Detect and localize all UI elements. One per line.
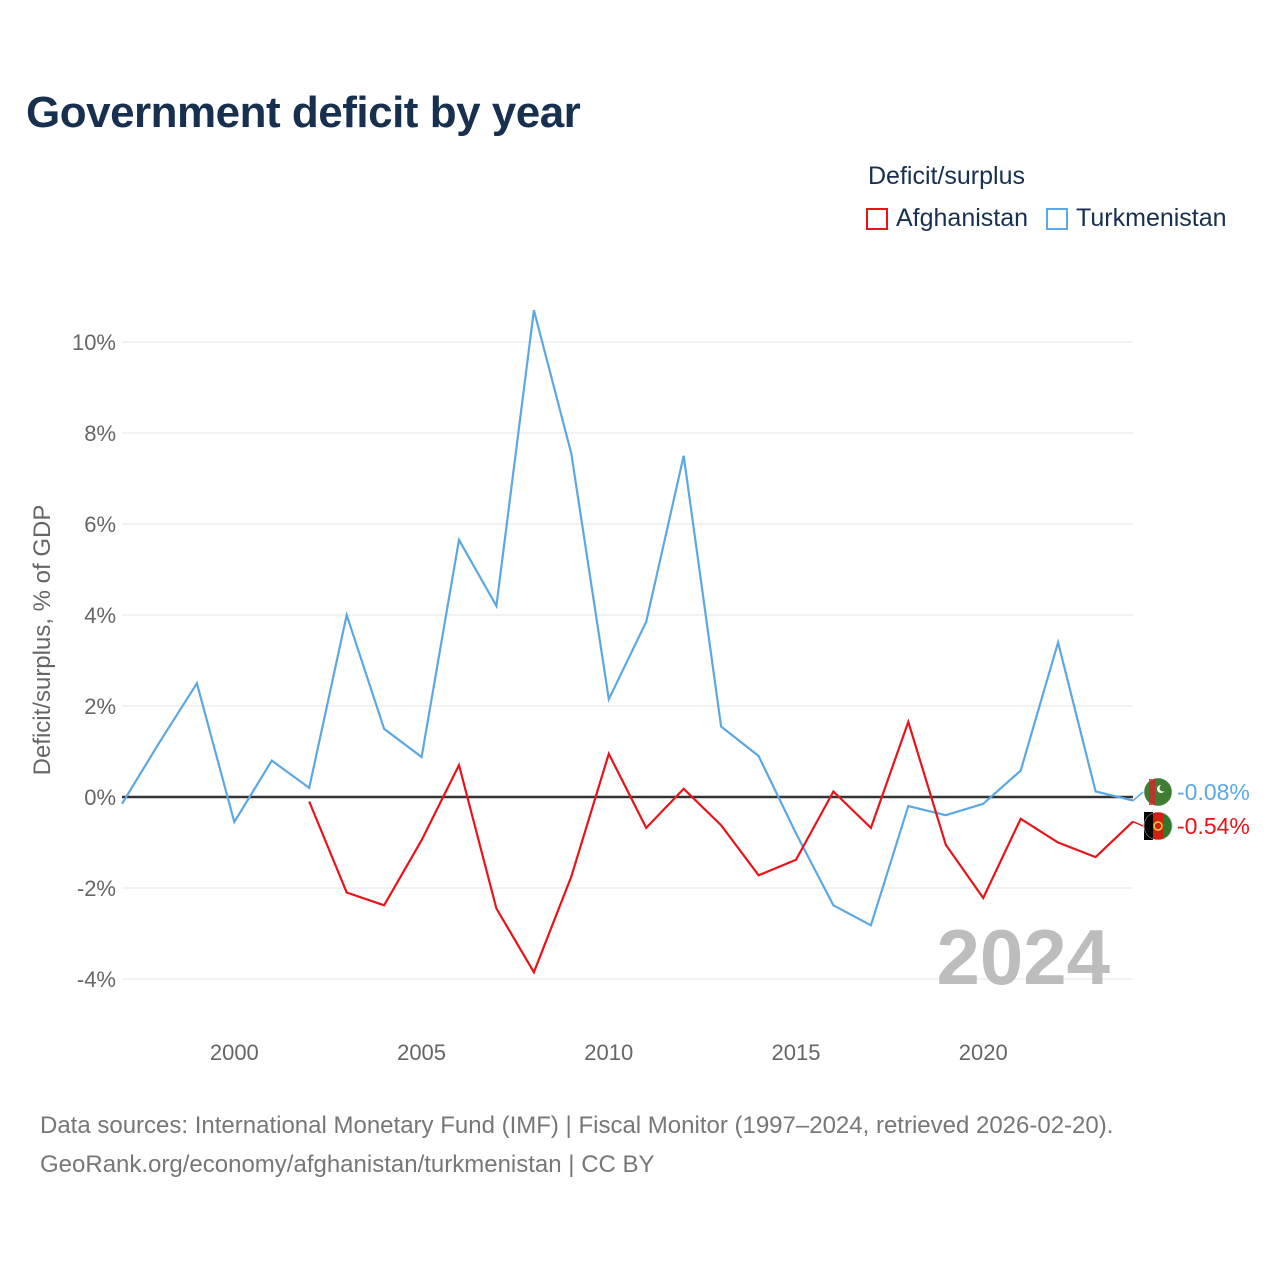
- end-value-label-afghanistan: -0.54%: [1177, 813, 1250, 839]
- x-tick-label: 2010: [584, 1040, 633, 1065]
- end-markers: -0.08% -0.54%: [1132, 777, 1250, 841]
- y-tick-label: 6%: [84, 512, 116, 537]
- series-line-turkmenistan: [121, 309, 1134, 927]
- y-tick-labels: -4% -2% 0% 2% 4% 6% 8% 10%: [72, 330, 116, 992]
- x-tick-label: 2015: [772, 1040, 821, 1065]
- footer-sources: Data sources: International Monetary Fun…: [40, 1112, 1114, 1139]
- end-connector: [1132, 820, 1144, 827]
- y-tick-label: 10%: [72, 330, 116, 355]
- y-axis-label: Deficit/surplus, % of GDP: [29, 505, 56, 776]
- legend-label-turkmenistan: Turkmenistan: [1076, 204, 1227, 232]
- legend: Afghanistan Turkmenistan: [866, 204, 1245, 233]
- x-tick-labels: 2000 2005 2010 2015 2020: [210, 1040, 1008, 1065]
- y-tick-label: 8%: [84, 421, 116, 446]
- legend-item-turkmenistan[interactable]: Turkmenistan: [1046, 204, 1227, 233]
- legend-item-afghanistan[interactable]: Afghanistan: [866, 204, 1028, 233]
- y-tick-label: -4%: [77, 967, 116, 992]
- y-tick-label: 2%: [84, 694, 116, 719]
- year-watermark: 2024: [936, 913, 1110, 1001]
- series-line-afghanistan: [308, 718, 1134, 975]
- end-connector: [1132, 791, 1144, 802]
- footer: Data sources: International Monetary Fun…: [40, 1106, 1113, 1184]
- x-tick-label: 2005: [397, 1040, 446, 1065]
- end-value-label-turkmenistan: -0.08%: [1177, 779, 1250, 805]
- legend-label-afghanistan: Afghanistan: [896, 204, 1029, 232]
- afghanistan-flag-icon: [1143, 811, 1173, 841]
- series-lines: [121, 309, 1134, 975]
- footer-credit: GeoRank.org/economy/afghanistan/turkmeni…: [40, 1151, 655, 1178]
- turkmenistan-flag-icon: [1143, 777, 1173, 807]
- grid-lines: [122, 341, 1133, 980]
- legend-swatch-afghanistan: [866, 207, 888, 230]
- y-tick-label: 0%: [84, 785, 116, 810]
- legend-swatch-turkmenistan: [1046, 207, 1069, 230]
- chart-title: Government deficit by year: [26, 88, 581, 137]
- y-tick-label: 4%: [84, 603, 116, 628]
- x-tick-label: 2020: [959, 1040, 1008, 1065]
- y-tick-label: -2%: [77, 876, 116, 901]
- legend-title: Deficit/surplus: [868, 162, 1025, 190]
- x-tick-label: 2000: [210, 1040, 259, 1065]
